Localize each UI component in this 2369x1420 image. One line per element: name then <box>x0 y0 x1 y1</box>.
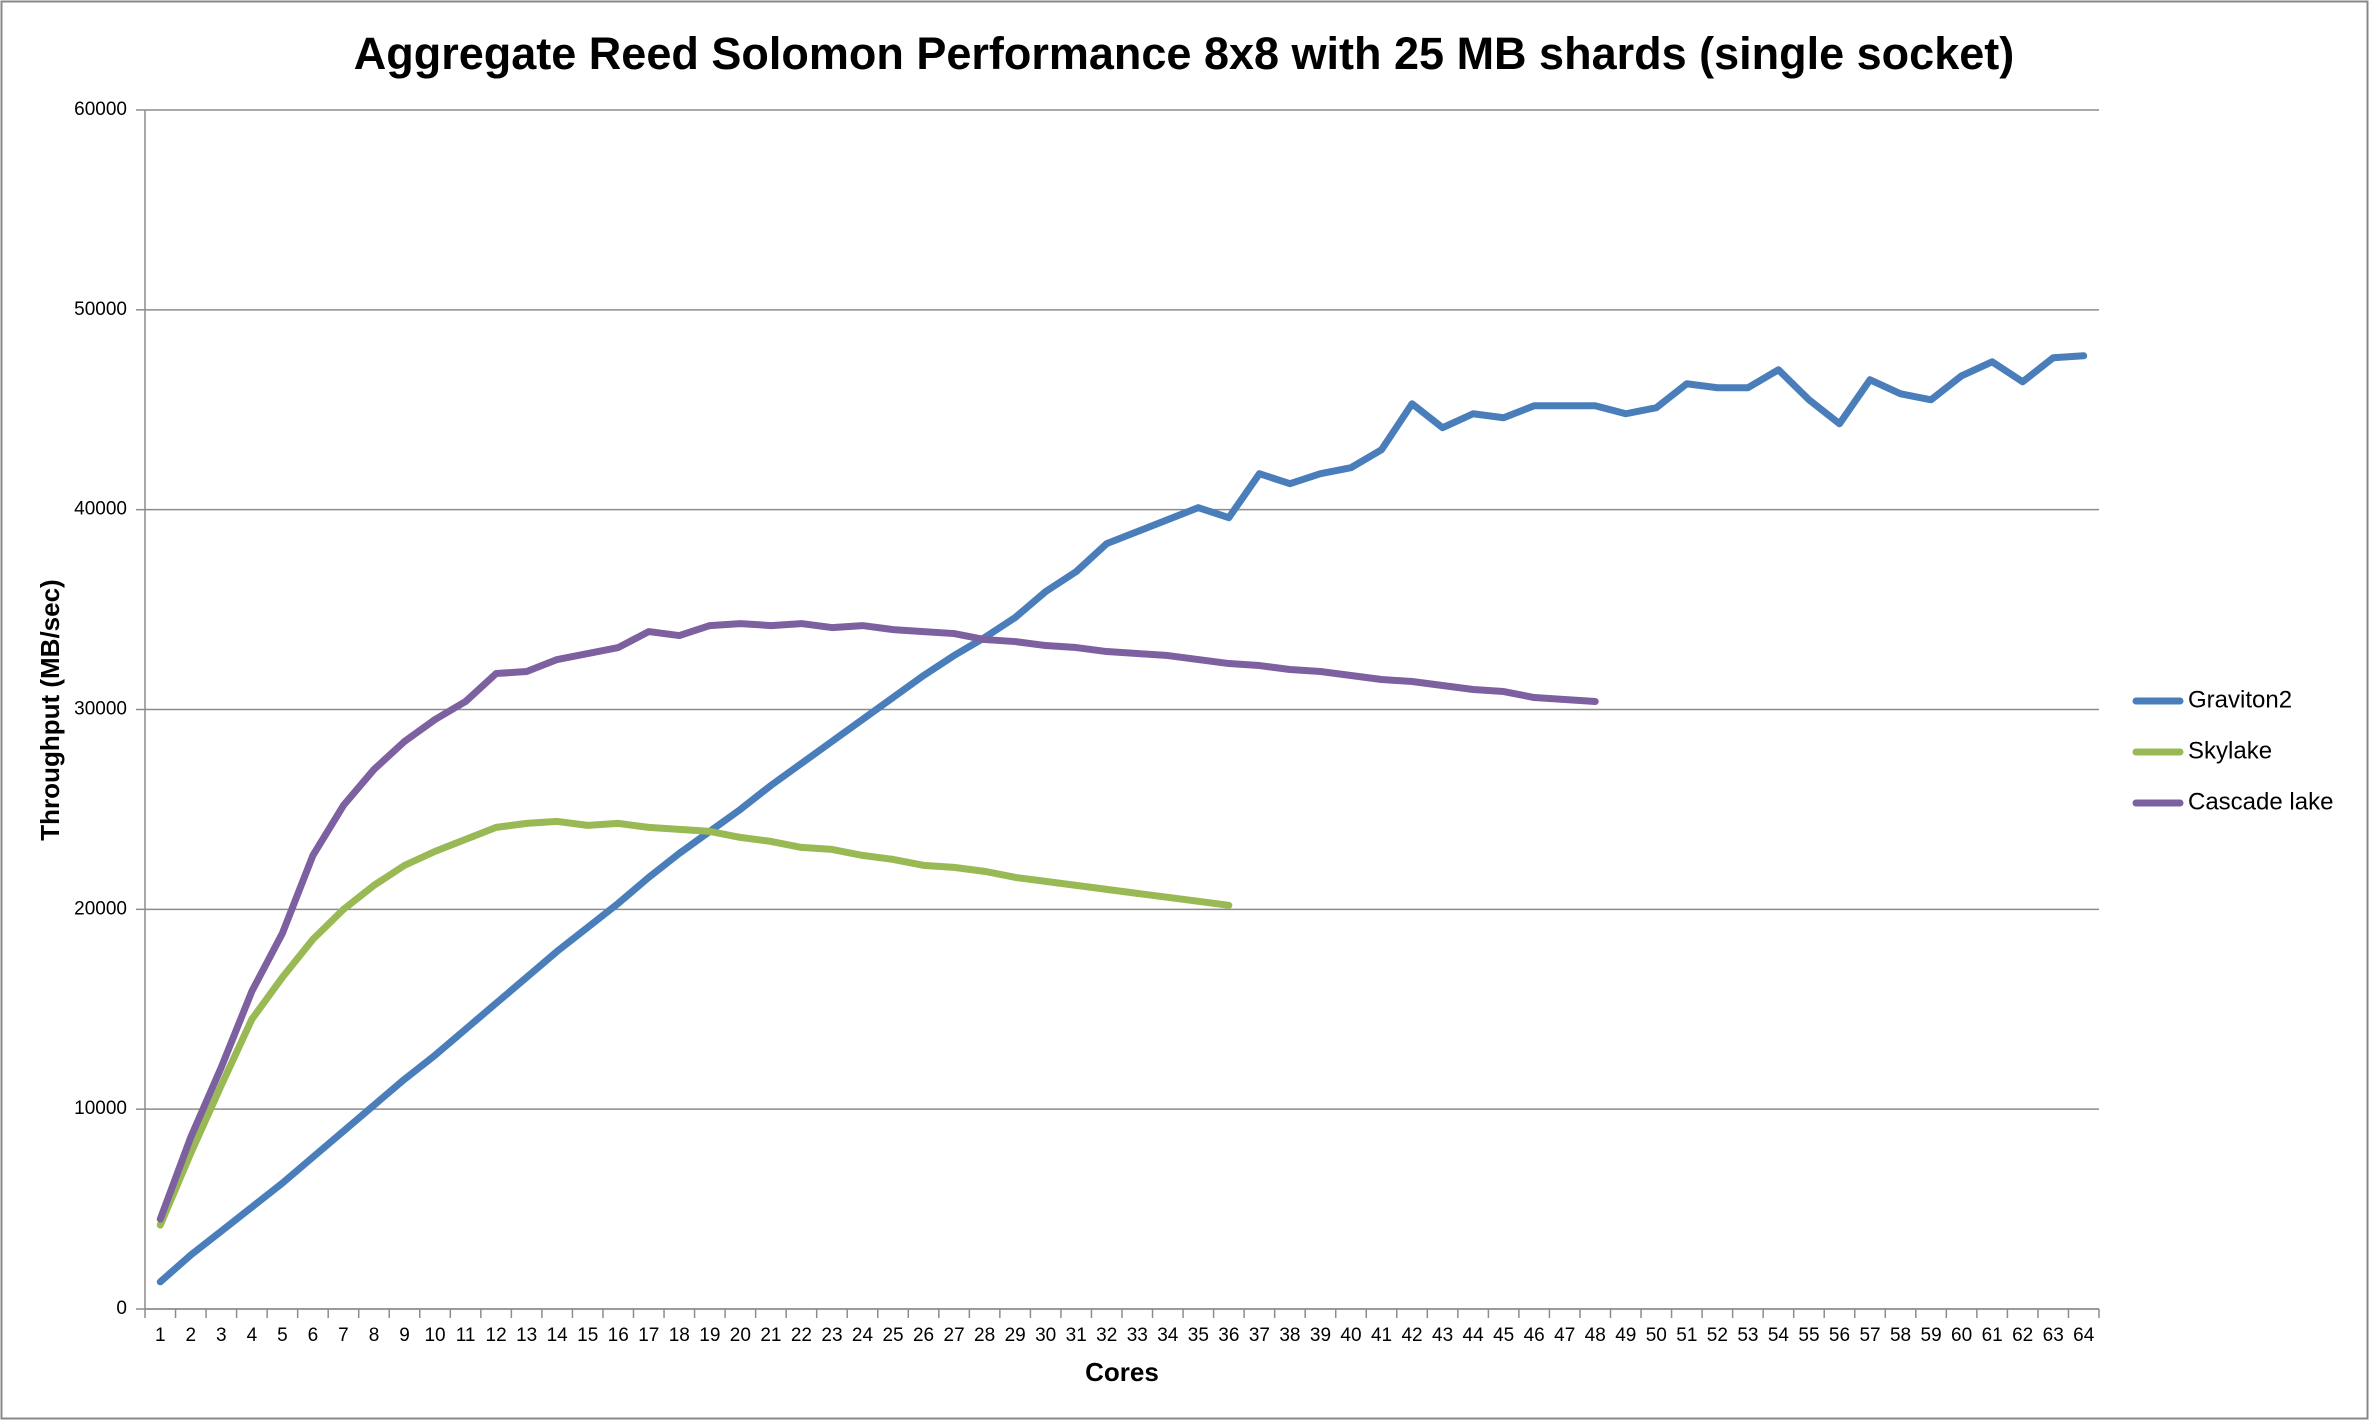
x-tick-label: 7 <box>338 1325 349 1346</box>
x-tick-label: 52 <box>1707 1325 1728 1346</box>
x-tick-label: 28 <box>974 1325 995 1346</box>
x-tick-label: 51 <box>1676 1325 1697 1346</box>
x-tick-label: 35 <box>1188 1325 1209 1346</box>
x-tick-label: 26 <box>913 1325 934 1346</box>
x-tick-label: 40 <box>1340 1325 1361 1346</box>
x-tick-label: 62 <box>2012 1325 2033 1346</box>
y-tick-label: 20000 <box>74 898 127 919</box>
x-tick-label: 14 <box>547 1325 569 1346</box>
y-axis-title: Throughput (MB/sec) <box>35 579 65 840</box>
legend-label: Cascade lake <box>2188 788 2333 815</box>
x-tick-label: 1 <box>155 1325 166 1346</box>
x-tick-label: 63 <box>2043 1325 2064 1346</box>
x-tick-label: 23 <box>821 1325 842 1346</box>
x-tick-label: 10 <box>424 1325 445 1346</box>
x-tick-label: 44 <box>1463 1325 1485 1346</box>
x-tick-label: 59 <box>1921 1325 1942 1346</box>
x-tick-label: 13 <box>516 1325 537 1346</box>
x-tick-label: 58 <box>1890 1325 1911 1346</box>
x-tick-label: 45 <box>1493 1325 1514 1346</box>
x-tick-label: 3 <box>216 1325 227 1346</box>
x-tick-label: 56 <box>1829 1325 1850 1346</box>
x-tick-label: 32 <box>1096 1325 1117 1346</box>
x-tick-label: 6 <box>308 1325 319 1346</box>
x-tick-label: 8 <box>369 1325 380 1346</box>
y-tick-label: 30000 <box>74 699 127 720</box>
y-tick-label: 10000 <box>74 1098 127 1119</box>
x-axis-title: Cores <box>1085 1357 1159 1387</box>
x-tick-label: 64 <box>2073 1325 2095 1346</box>
x-tick-label: 34 <box>1157 1325 1179 1346</box>
x-tick-label: 29 <box>1005 1325 1026 1346</box>
x-tick-label: 30 <box>1035 1325 1056 1346</box>
x-tick-label: 16 <box>608 1325 629 1346</box>
x-tick-label: 49 <box>1615 1325 1636 1346</box>
x-tick-label: 25 <box>882 1325 903 1346</box>
x-tick-label: 31 <box>1066 1325 1087 1346</box>
x-tick-label: 39 <box>1310 1325 1331 1346</box>
y-tick-label: 60000 <box>74 99 127 120</box>
x-tick-label: 21 <box>760 1325 781 1346</box>
x-tick-label: 55 <box>1798 1325 1819 1346</box>
x-tick-label: 33 <box>1127 1325 1148 1346</box>
legend-label: Skylake <box>2188 737 2272 764</box>
series-line <box>156 817 1233 1229</box>
x-tick-label: 42 <box>1401 1325 1422 1346</box>
chart-title: Aggregate Reed Solomon Performance 8x8 w… <box>354 28 2014 79</box>
x-tick-label: 60 <box>1951 1325 1972 1346</box>
y-tick-label: 0 <box>116 1298 127 1319</box>
x-tick-label: 38 <box>1279 1325 1300 1346</box>
x-tick-label: 46 <box>1524 1325 1545 1346</box>
x-tick-label: 9 <box>399 1325 410 1346</box>
x-tick-label: 61 <box>1982 1325 2003 1346</box>
x-tick-label: 19 <box>699 1325 720 1346</box>
y-tick-label: 50000 <box>74 299 127 320</box>
x-tick-label: 24 <box>852 1325 874 1346</box>
series-line <box>156 352 2088 1286</box>
x-tick-label: 22 <box>791 1325 812 1346</box>
x-tick-label: 41 <box>1371 1325 1392 1346</box>
y-tick-label: 40000 <box>74 499 127 520</box>
x-tick-label: 18 <box>669 1325 690 1346</box>
x-tick-label: 36 <box>1218 1325 1239 1346</box>
x-tick-label: 15 <box>577 1325 598 1346</box>
series-line <box>156 620 1599 1223</box>
x-tick-label: 47 <box>1554 1325 1575 1346</box>
x-tick-label: 12 <box>486 1325 507 1346</box>
x-tick-label: 53 <box>1737 1325 1758 1346</box>
x-tick-label: 20 <box>730 1325 751 1346</box>
x-tick-label: 50 <box>1646 1325 1667 1346</box>
x-tick-label: 17 <box>638 1325 659 1346</box>
legend-label: Graviton2 <box>2188 686 2292 713</box>
x-tick-label: 2 <box>186 1325 197 1346</box>
x-tick-label: 5 <box>277 1325 288 1346</box>
x-tick-label: 4 <box>247 1325 258 1346</box>
x-tick-label: 11 <box>456 1325 476 1346</box>
x-tick-label: 43 <box>1432 1325 1453 1346</box>
x-tick-label: 27 <box>944 1325 965 1346</box>
x-tick-label: 37 <box>1249 1325 1270 1346</box>
x-tick-label: 57 <box>1859 1325 1880 1346</box>
x-tick-label: 48 <box>1585 1325 1606 1346</box>
x-tick-label: 54 <box>1768 1325 1790 1346</box>
